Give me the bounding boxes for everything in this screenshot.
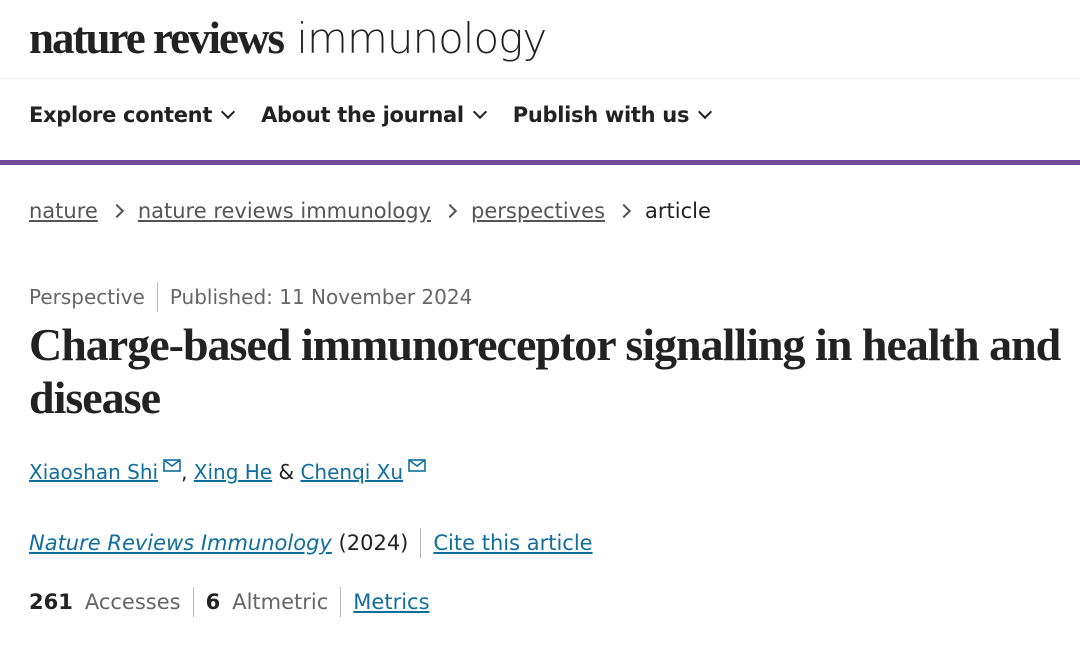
- logo-bold-text: nature reviews: [29, 13, 285, 63]
- metrics-link[interactable]: Metrics: [353, 590, 430, 614]
- breadcrumb-nature[interactable]: nature: [29, 199, 98, 223]
- article-stats: 261 Accesses 6 Altmetric Metrics: [29, 587, 430, 617]
- cite-article-link[interactable]: Cite this article: [433, 531, 593, 555]
- breadcrumb-current: article: [645, 199, 711, 223]
- separator: ,: [181, 460, 188, 484]
- author-list: Xiaoshan Shi , Xing He & Chenqi Xu: [29, 458, 426, 484]
- breadcrumb: nature nature reviews immunology perspec…: [29, 199, 711, 223]
- altmetric-label: Altmetric: [232, 590, 329, 614]
- nav-about-journal[interactable]: About the journal: [261, 103, 487, 127]
- chevron-down-icon: [472, 104, 487, 120]
- main-nav: Explore content About the journal Publis…: [29, 103, 738, 127]
- author-link[interactable]: Xing He: [193, 460, 273, 484]
- citation-row: Nature Reviews Immunology (2024) Cite th…: [29, 528, 593, 558]
- email-icon[interactable]: [163, 458, 181, 472]
- chevron-down-icon: [698, 104, 713, 120]
- published-date: Published: 11 November 2024: [169, 285, 473, 309]
- chevron-down-icon: [220, 104, 236, 120]
- divider: [156, 282, 158, 312]
- chevron-right-icon: [442, 203, 458, 219]
- year: (2024): [338, 531, 409, 555]
- author-link[interactable]: Chenqi Xu: [300, 460, 404, 484]
- breadcrumb-journal[interactable]: nature reviews immunology: [137, 199, 432, 223]
- article-title: Charge-based immunoreceptor signalling i…: [29, 319, 1061, 423]
- breadcrumb-perspectives[interactable]: perspectives: [471, 199, 606, 223]
- email-icon[interactable]: [408, 458, 426, 472]
- altmetric-count: 6: [205, 590, 221, 614]
- chevron-right-icon: [616, 203, 632, 219]
- logo-light-text: immunology: [296, 14, 547, 63]
- author-link[interactable]: Xiaoshan Shi: [29, 460, 159, 484]
- nav-label: Explore content: [29, 103, 213, 127]
- nav-label: Publish with us: [512, 103, 690, 127]
- nav-explore-content[interactable]: Explore content: [29, 103, 236, 127]
- journal-logo[interactable]: nature reviews immunology: [29, 10, 547, 67]
- journal-link[interactable]: Nature Reviews Immunology: [29, 531, 332, 555]
- nav-label: About the journal: [261, 103, 464, 127]
- divider: [340, 587, 342, 617]
- header-divider: [0, 78, 1080, 79]
- accesses-count: 261: [29, 590, 73, 614]
- divider: [420, 528, 422, 558]
- article-type: Perspective: [29, 285, 145, 309]
- nav-publish-with-us[interactable]: Publish with us: [512, 103, 713, 127]
- article-meta: Perspective Published: 11 November 2024: [29, 282, 472, 312]
- divider: [192, 587, 194, 617]
- accesses-label: Accesses: [84, 590, 181, 614]
- accent-bar: [0, 160, 1080, 165]
- separator: &: [278, 460, 295, 484]
- chevron-right-icon: [109, 203, 124, 219]
